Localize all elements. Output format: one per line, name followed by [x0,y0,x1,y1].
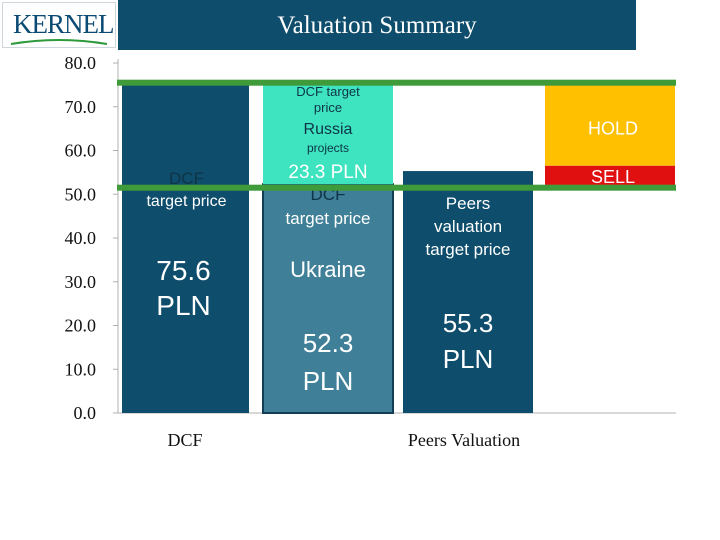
bar-dcf-value: 75.6 [156,255,211,286]
bar-peers-label-2: target price [425,240,510,259]
russia-caption-top: DCF target [296,84,360,99]
bar-dcf-label-bottom: target price [146,193,226,210]
kernel-logo: KERNEL [2,2,116,48]
russia-caption-top-2: price [314,100,342,115]
page-title: Valuation Summary [277,12,477,39]
band-sell [545,165,675,188]
logo-text: KERNEL [13,9,114,39]
y-tick-label: 0.0 [74,403,97,423]
y-tick-label: 40.0 [65,228,97,248]
russia-caption-bottom: projects [307,141,349,155]
ukraine-value: 52.3 [303,328,354,358]
bar-peers [403,171,533,413]
ukraine-name: Ukraine [290,257,366,282]
bar-ukraine-segment [262,183,394,414]
band-sell-label: SELL [591,167,635,187]
band-hold-label: HOLD [588,118,638,138]
bar-peers-label-0: Peers [446,194,490,213]
y-tick-label: 60.0 [65,141,97,161]
ukraine-unit: PLN [303,366,354,396]
y-tick-label: 10.0 [65,359,97,379]
bar-peers-label-1: valuation [434,217,502,236]
y-tick-label: 80.0 [65,53,97,73]
russia-name: Russia [304,121,353,138]
bar-peers-unit: PLN [443,344,494,374]
russia-value: 23.3 PLN [288,162,367,183]
threshold-line-0 [117,79,676,86]
x-label-dcf: DCF [167,430,202,450]
y-tick-label: 30.0 [65,272,97,292]
y-tick-label: 70.0 [65,97,97,117]
logo-swoosh-icon [10,39,108,45]
bar-peers-value: 55.3 [443,308,494,338]
y-tick-label: 50.0 [65,184,97,204]
ukraine-caption-bottom: target price [285,209,370,228]
title-bar: Valuation Summary [118,0,636,50]
band-hold [545,82,675,166]
x-label-peers: Peers Valuation [408,430,520,450]
y-tick-label: 20.0 [65,316,97,336]
bar-russia-segment [263,82,393,185]
bar-dcf-label-top: DCF [169,169,204,188]
threshold-line-1 [117,184,676,191]
bar-dcf [122,82,249,413]
bar-dcf-unit: PLN [156,290,210,321]
